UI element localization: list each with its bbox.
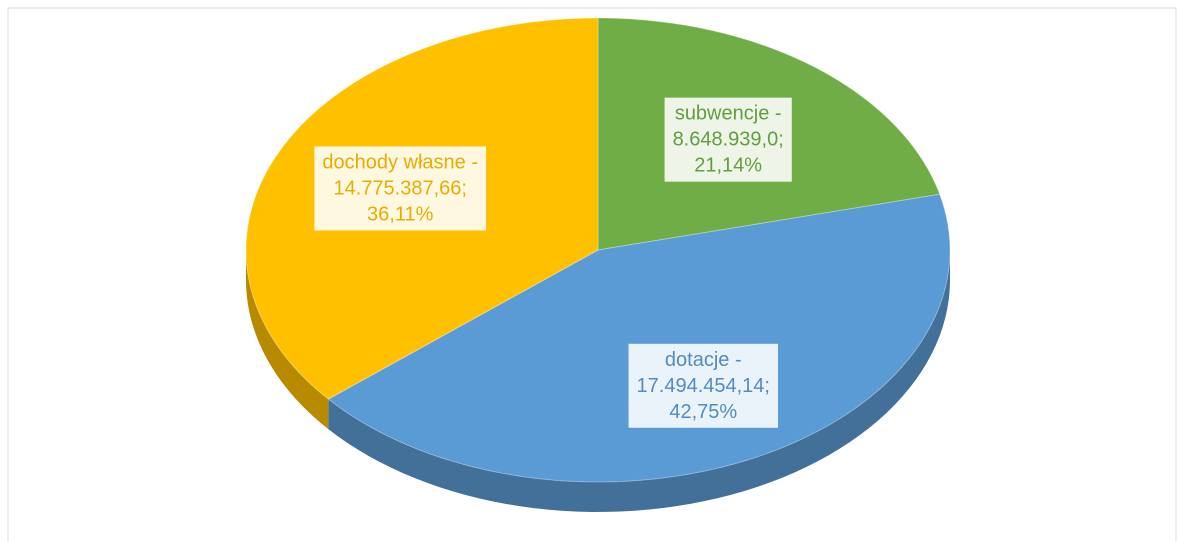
label-line: 17.494.454,14; bbox=[637, 375, 770, 397]
pie-side bbox=[246, 250, 329, 430]
label-line: 8.648.939,0; bbox=[673, 129, 784, 151]
data-label: subwencje - 8.648.939,0; 21,14% bbox=[664, 97, 792, 182]
chart-frame bbox=[7, 7, 1177, 541]
label-line: 21,14% bbox=[694, 155, 762, 177]
data-label: dochody własne - 14.775.387,66; 36,11% bbox=[314, 146, 487, 231]
label-line: dotacje - bbox=[665, 349, 742, 371]
label-line: dochody własne - bbox=[322, 151, 478, 173]
label-line: 42,75% bbox=[669, 401, 737, 423]
label-line: 14.775.387,66; bbox=[333, 177, 466, 199]
label-line: subwencje - bbox=[675, 103, 782, 125]
data-label: dotacje - 17.494.454,14; 42,75% bbox=[628, 343, 779, 428]
label-box bbox=[664, 97, 792, 182]
pie-slice bbox=[327, 193, 951, 483]
pie-side bbox=[328, 250, 950, 512]
label-box bbox=[628, 343, 779, 428]
label-line: 36,11% bbox=[367, 203, 434, 225]
label-box bbox=[314, 146, 487, 231]
